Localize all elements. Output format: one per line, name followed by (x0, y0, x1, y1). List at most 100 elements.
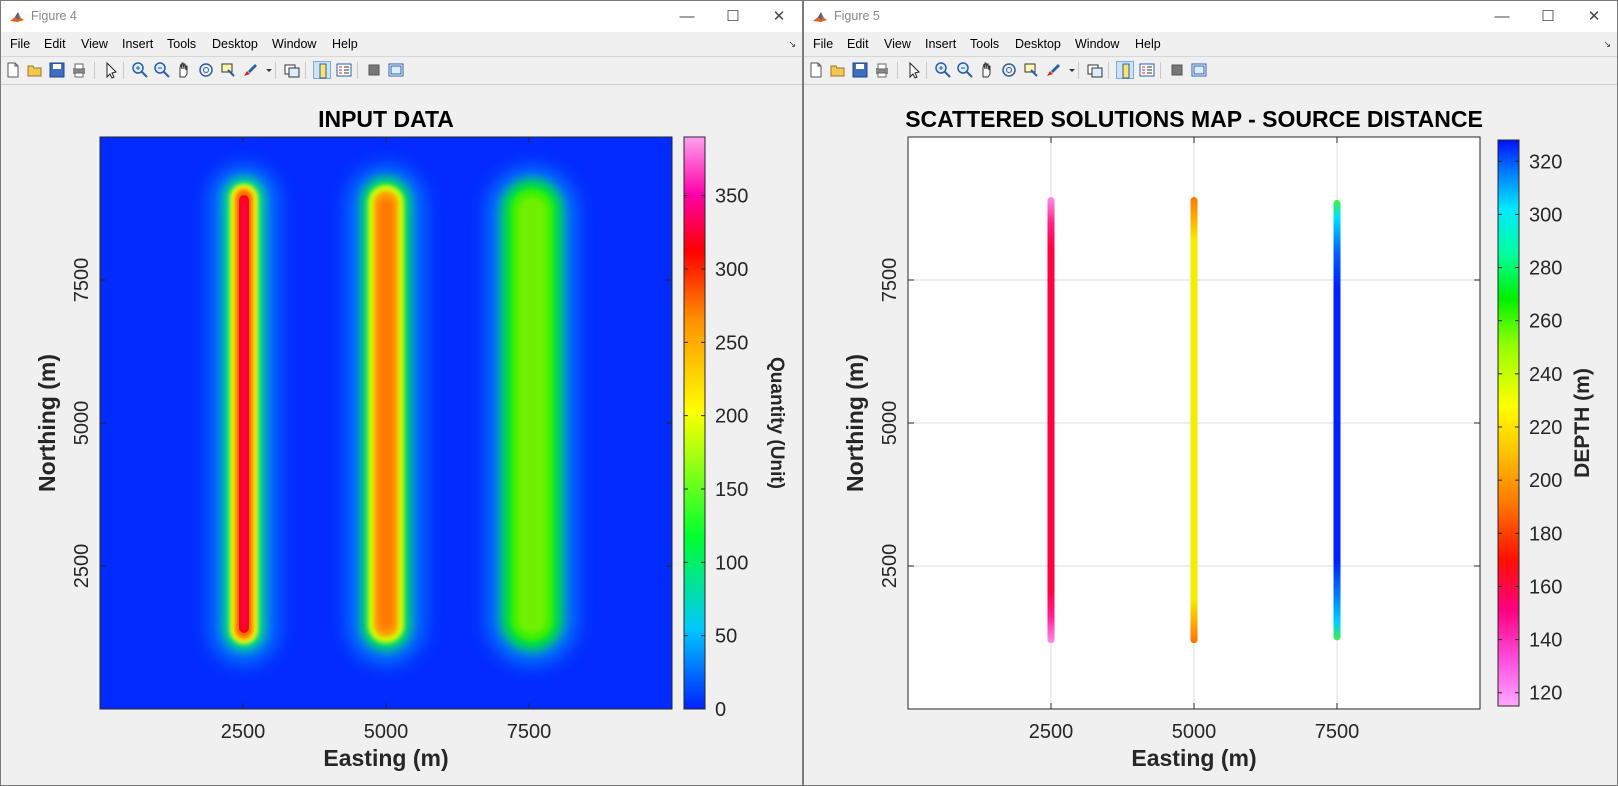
maximize-button[interactable]: ☐ (1541, 8, 1555, 25)
figure-4-canvas: INPUT DATA (34, 106, 787, 771)
matlab-logo-icon (9, 9, 25, 25)
colorbar-tick-label: 350 (715, 186, 748, 208)
menu-window[interactable]: Window (272, 37, 317, 51)
anomaly-5000 (347, 165, 425, 665)
colorbar-tick-label: 280 (1529, 258, 1562, 280)
toolbar-separator (1108, 62, 1109, 79)
y-axis-label: Northing (m) (842, 354, 868, 492)
show-plot-tools-icon[interactable] (1190, 61, 1208, 79)
minimize-button[interactable]: — (679, 8, 695, 25)
figure-toolbar (1, 57, 802, 85)
data-cursor-icon[interactable] (219, 61, 237, 79)
save-icon[interactable] (851, 61, 869, 79)
colorbar-tick-label: 260 (1529, 311, 1562, 333)
anomaly-7500 (487, 167, 577, 665)
solution-series-1 (1047, 197, 1055, 644)
figure-5-canvas: SCATTERED SOLUTIONS MAP - SOURCE DISTANC… (842, 106, 1594, 771)
y-tick-label: 2500 (879, 544, 901, 589)
colorbar-icon[interactable] (1116, 61, 1134, 79)
pan-icon[interactable] (978, 61, 996, 79)
colorbar-icon[interactable] (313, 61, 331, 79)
hide-plot-tools-icon[interactable] (365, 61, 383, 79)
colorbar[interactable] (683, 136, 706, 710)
x-axis-label: Easting (m) (323, 745, 448, 771)
title-bar[interactable]: Figure 4 — ☐ ✕ (1, 1, 802, 32)
toolbar-separator (275, 62, 276, 79)
zoom-out-icon[interactable] (153, 61, 171, 79)
menu-tools[interactable]: Tools (970, 37, 1000, 51)
colorbar-tick-label: 180 (1529, 523, 1562, 545)
brush-dropdown-icon[interactable] (260, 61, 272, 79)
link-plot-icon[interactable] (1086, 61, 1104, 79)
menu-file[interactable]: File (813, 37, 834, 51)
open-file-icon[interactable] (829, 61, 847, 79)
show-plot-tools-icon[interactable] (387, 61, 405, 79)
dock-arrow-icon[interactable]: ↘ (788, 39, 796, 49)
brush-icon[interactable] (241, 61, 259, 79)
solution-series-3 (1333, 199, 1341, 641)
matlab-logo-icon (812, 9, 828, 25)
zoom-in-icon[interactable] (934, 61, 952, 79)
window-title: Figure 5 (834, 9, 880, 23)
menu-file[interactable]: File (10, 37, 31, 51)
toolbar-separator (1160, 62, 1161, 79)
legend-icon[interactable] (335, 61, 353, 79)
menu-view[interactable]: View (81, 37, 108, 51)
zoom-in-icon[interactable] (131, 61, 149, 79)
menu-help[interactable]: Help (332, 37, 358, 51)
print-icon[interactable] (70, 61, 88, 79)
colorbar-tick-label: 160 (1529, 576, 1562, 598)
open-file-icon[interactable] (26, 61, 44, 79)
plot-title: SCATTERED SOLUTIONS MAP - SOURCE DISTANC… (905, 106, 1483, 132)
dock-arrow-icon[interactable]: ↘ (1603, 39, 1611, 49)
pointer-icon[interactable] (102, 61, 120, 79)
menu-edit[interactable]: Edit (847, 37, 869, 51)
title-bar[interactable]: Figure 5 — ☐ ✕ (804, 1, 1617, 32)
new-figure-icon[interactable] (4, 61, 22, 79)
solution-series-2 (1190, 197, 1198, 644)
pan-icon[interactable] (175, 61, 193, 79)
menu-desktop[interactable]: Desktop (1015, 37, 1061, 51)
print-icon[interactable] (873, 61, 891, 79)
y-axis: 2500 5000 7500 (71, 258, 672, 588)
y-tick-label: 5000 (879, 401, 901, 446)
colorbar-tick-label: 0 (715, 699, 726, 721)
hide-plot-tools-icon[interactable] (1168, 61, 1186, 79)
zoom-out-icon[interactable] (956, 61, 974, 79)
close-button[interactable]: ✕ (772, 8, 786, 25)
figure-toolbar (804, 57, 1617, 85)
x-axis-label: Easting (m) (1131, 745, 1256, 771)
colorbar[interactable] (1497, 139, 1520, 707)
data-cursor-icon[interactable] (1022, 61, 1040, 79)
x-axis: 2500 5000 7500 (1029, 137, 1360, 743)
y-tick-label: 7500 (879, 258, 901, 303)
menu-tools[interactable]: Tools (167, 37, 197, 51)
maximize-button[interactable]: ☐ (726, 8, 740, 25)
anomaly-2500 (209, 165, 279, 665)
menu-help[interactable]: Help (1135, 37, 1161, 51)
legend-icon[interactable] (1138, 61, 1156, 79)
x-tick-label: 7500 (507, 721, 552, 743)
menu-edit[interactable]: Edit (44, 37, 66, 51)
colorbar-tick-label: 50 (715, 626, 737, 648)
brush-dropdown-icon[interactable] (1063, 61, 1075, 79)
menu-view[interactable]: View (884, 37, 911, 51)
close-button[interactable]: ✕ (1587, 8, 1601, 25)
save-icon[interactable] (48, 61, 66, 79)
menu-insert[interactable]: Insert (122, 37, 154, 51)
colorbar-tick-label: 100 (715, 552, 748, 574)
link-plot-icon[interactable] (283, 61, 301, 79)
menu-insert[interactable]: Insert (925, 37, 957, 51)
new-figure-icon[interactable] (807, 61, 825, 79)
toolbar-separator (1078, 62, 1079, 79)
menu-window[interactable]: Window (1075, 37, 1120, 51)
rotate-3d-icon[interactable] (197, 61, 215, 79)
rotate-3d-icon[interactable] (1000, 61, 1018, 79)
menu-desktop[interactable]: Desktop (212, 37, 258, 51)
colorbar-tick-label: 300 (715, 259, 748, 281)
x-tick-label: 7500 (1315, 721, 1360, 743)
pointer-icon[interactable] (905, 61, 923, 79)
brush-icon[interactable] (1044, 61, 1062, 79)
toolbar-separator (305, 62, 306, 79)
minimize-button[interactable]: — (1494, 8, 1510, 25)
